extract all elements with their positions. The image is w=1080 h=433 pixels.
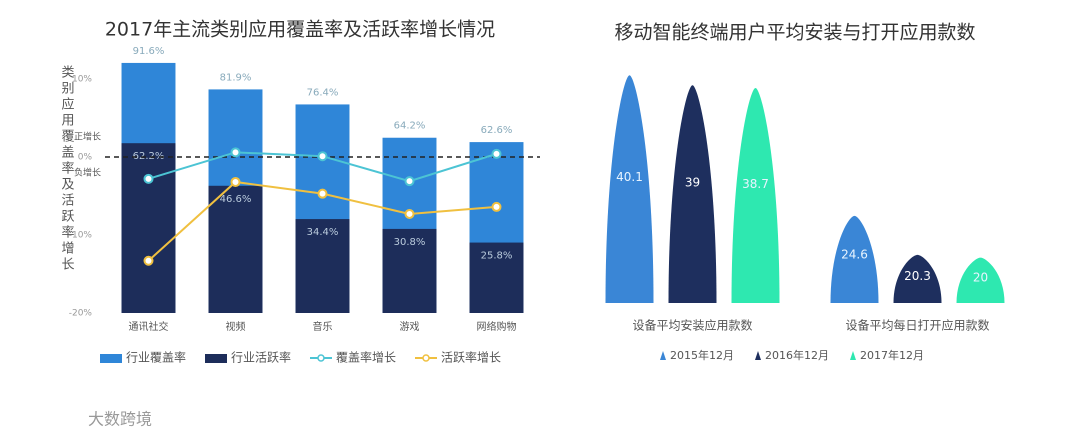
legend-label: 覆盖率增长 xyxy=(336,350,396,365)
peak xyxy=(956,257,1005,303)
legend-label: 2016年12月 xyxy=(765,348,829,362)
point xyxy=(317,188,328,199)
bar xyxy=(469,242,524,313)
right-title: 移动智能终端用户平均安装与打开应用款数 xyxy=(614,22,975,44)
legend-swatch xyxy=(850,351,856,360)
y-tick-label: 0% xyxy=(78,153,93,163)
x-tick-label: 视频 xyxy=(226,320,246,333)
value-label: 46.6% xyxy=(220,194,252,205)
peak xyxy=(605,75,654,303)
peak xyxy=(893,254,942,303)
x-tick-label: 通讯社交 xyxy=(129,320,169,333)
value-label: 25.8% xyxy=(481,251,513,262)
y-tick-label: 10% xyxy=(72,75,92,85)
watermark: 大数跨境 xyxy=(88,410,152,429)
point xyxy=(230,176,241,187)
value-label: 40.1 xyxy=(616,170,643,184)
annotation: 负增长 xyxy=(74,167,101,179)
x-tick-label: 设备平均安装应用款数 xyxy=(632,318,752,333)
point xyxy=(404,176,415,187)
legend-swatch xyxy=(755,351,761,360)
legend-swatch xyxy=(100,354,122,363)
value-label: 81.9% xyxy=(220,72,252,83)
value-label: 76.4% xyxy=(307,87,339,98)
value-label: 20 xyxy=(973,271,988,285)
value-label: 62.6% xyxy=(481,125,513,136)
left-title: 2017年主流类别应用覆盖率及活跃率增长情况 xyxy=(105,19,495,41)
bar xyxy=(295,219,350,313)
legend-label: 行业活跃率 xyxy=(231,350,291,365)
y-tick-label: -20% xyxy=(69,309,93,319)
legend-label: 2015年12月 xyxy=(670,348,734,362)
annotation: 正增长 xyxy=(74,131,101,143)
legend-label: 2017年12月 xyxy=(860,348,924,362)
legend-swatch xyxy=(205,354,227,363)
value-label: 91.6% xyxy=(133,46,165,57)
legend-label: 行业覆盖率 xyxy=(126,350,186,365)
value-label: 62.2% xyxy=(133,151,165,162)
peak xyxy=(731,87,780,303)
y-tick-label: -10% xyxy=(69,231,93,241)
value-label: 34.4% xyxy=(307,227,339,238)
value-label: 20.3 xyxy=(904,269,931,283)
x-tick-label: 设备平均每日打开应用款数 xyxy=(845,318,989,333)
legend-label: 活跃率增长 xyxy=(441,350,501,365)
value-label: 39 xyxy=(685,176,700,190)
point xyxy=(317,151,328,162)
peak xyxy=(830,215,879,303)
point xyxy=(404,208,415,219)
x-tick-label: 音乐 xyxy=(313,320,333,333)
legend-swatch xyxy=(317,354,325,362)
point xyxy=(491,201,502,212)
point xyxy=(143,255,154,266)
point xyxy=(230,147,241,158)
legend-swatch xyxy=(422,354,430,362)
peak xyxy=(668,85,717,303)
bar xyxy=(121,143,176,313)
point xyxy=(491,148,502,159)
value-label: 24.6 xyxy=(841,248,868,262)
legend-swatch xyxy=(660,351,666,360)
bar xyxy=(208,185,263,313)
value-label: 64.2% xyxy=(394,121,426,132)
value-label: 38.7 xyxy=(742,177,769,191)
bar xyxy=(382,228,437,313)
x-tick-label: 网络购物 xyxy=(477,320,517,333)
point xyxy=(143,173,154,184)
x-tick-label: 游戏 xyxy=(400,320,420,333)
value-label: 30.8% xyxy=(394,237,426,248)
y-axis-title: 类别应用覆盖率及活跃率增长 xyxy=(59,65,75,273)
